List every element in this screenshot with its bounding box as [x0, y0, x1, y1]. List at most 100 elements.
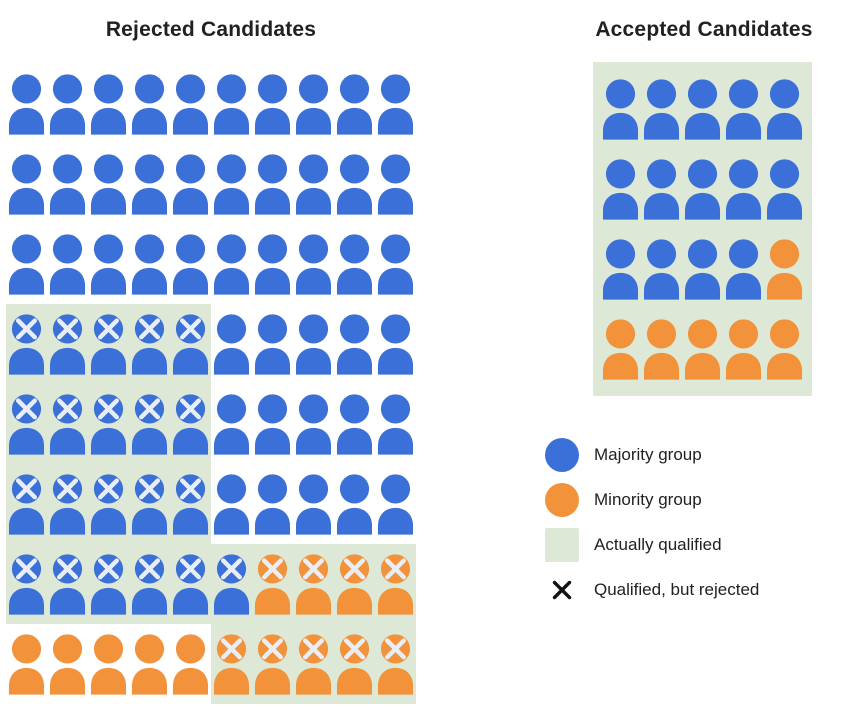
- person-majority-icon: [375, 64, 416, 144]
- person-majority-icon-rejected-x: [47, 464, 88, 544]
- person-majority-icon-rejected-x: [170, 384, 211, 464]
- person-minority-icon: [88, 624, 129, 704]
- x-mark-icon: [545, 573, 579, 607]
- person-minority-icon: [764, 229, 805, 309]
- person-majority-icon: [375, 304, 416, 384]
- rejected-title: Rejected Candidates: [105, 18, 317, 41]
- person-minority-icon: [682, 309, 723, 389]
- person-majority-icon: [211, 384, 252, 464]
- person-majority-icon: [293, 304, 334, 384]
- person-majority-icon: [88, 224, 129, 304]
- person-majority-icon: [334, 304, 375, 384]
- person-majority-icon: [723, 229, 764, 309]
- person-majority-icon-rejected-x: [6, 384, 47, 464]
- rejected-grid: [6, 64, 416, 704]
- legend-label-qualified-rejected: Qualified, but rejected: [594, 580, 760, 599]
- person-majority-icon: [682, 149, 723, 229]
- person-majority-icon-rejected-x: [129, 464, 170, 544]
- person-majority-icon: [252, 304, 293, 384]
- person-majority-icon-rejected-x: [47, 384, 88, 464]
- person-minority-icon-rejected-x: [334, 544, 375, 624]
- person-majority-icon: [170, 64, 211, 144]
- person-minority-icon: [170, 624, 211, 704]
- person-majority-icon: [293, 384, 334, 464]
- person-majority-icon: [334, 224, 375, 304]
- legend-label-majority: Majority group: [594, 445, 702, 464]
- legend: Majority group Minority group Actually q…: [545, 438, 759, 618]
- person-majority-icon: [252, 464, 293, 544]
- person-majority-icon: [252, 384, 293, 464]
- person-majority-icon: [641, 229, 682, 309]
- person-minority-icon-rejected-x: [252, 624, 293, 704]
- person-majority-icon: [252, 144, 293, 224]
- person-majority-icon: [252, 224, 293, 304]
- legend-item-majority: Majority group: [545, 438, 759, 472]
- person-majority-icon: [88, 64, 129, 144]
- accepted-title: Accepted Candidates: [595, 18, 813, 41]
- person-majority-icon-rejected-x: [47, 304, 88, 384]
- person-majority-icon: [375, 384, 416, 464]
- person-majority-icon: [682, 69, 723, 149]
- person-majority-icon: [600, 229, 641, 309]
- legend-item-qualified: Actually qualified: [545, 528, 759, 562]
- person-majority-icon: [211, 144, 252, 224]
- legend-item-qualified-rejected: Qualified, but rejected: [545, 573, 759, 607]
- person-majority-icon: [334, 144, 375, 224]
- person-majority-icon: [375, 464, 416, 544]
- person-majority-icon: [334, 384, 375, 464]
- person-majority-icon: [723, 69, 764, 149]
- person-majority-icon-rejected-x: [88, 464, 129, 544]
- person-minority-icon-rejected-x: [375, 624, 416, 704]
- person-majority-icon-rejected-x: [88, 304, 129, 384]
- person-majority-icon: [293, 144, 334, 224]
- person-minority-icon-rejected-x: [375, 544, 416, 624]
- legend-label-minority: Minority group: [594, 490, 702, 509]
- person-majority-icon-rejected-x: [170, 304, 211, 384]
- person-majority-icon-rejected-x: [129, 544, 170, 624]
- person-majority-icon: [129, 64, 170, 144]
- person-majority-icon: [764, 69, 805, 149]
- person-majority-icon: [211, 64, 252, 144]
- person-majority-icon: [129, 144, 170, 224]
- accepted-qualified-region: [593, 62, 812, 396]
- accepted-grid: [600, 69, 805, 389]
- person-majority-icon-rejected-x: [6, 464, 47, 544]
- legend-label-qualified: Actually qualified: [594, 535, 722, 554]
- person-minority-icon: [764, 309, 805, 389]
- person-minority-icon: [600, 309, 641, 389]
- person-majority-icon: [6, 224, 47, 304]
- legend-item-minority: Minority group: [545, 483, 759, 517]
- person-majority-icon: [170, 144, 211, 224]
- person-majority-icon: [88, 144, 129, 224]
- person-majority-icon: [641, 149, 682, 229]
- person-majority-icon-rejected-x: [6, 304, 47, 384]
- person-majority-icon: [293, 464, 334, 544]
- person-majority-icon: [211, 464, 252, 544]
- person-minority-icon: [6, 624, 47, 704]
- person-majority-icon: [129, 224, 170, 304]
- actually-qualified-swatch-icon: [545, 528, 579, 562]
- person-majority-icon: [375, 144, 416, 224]
- person-majority-icon-rejected-x: [170, 464, 211, 544]
- person-minority-icon: [641, 309, 682, 389]
- person-minority-icon-rejected-x: [293, 624, 334, 704]
- person-majority-icon: [6, 144, 47, 224]
- person-majority-icon: [211, 304, 252, 384]
- person-majority-icon: [252, 64, 293, 144]
- person-minority-icon: [47, 624, 88, 704]
- person-minority-icon-rejected-x: [211, 624, 252, 704]
- person-majority-icon-rejected-x: [211, 544, 252, 624]
- person-majority-icon: [47, 144, 88, 224]
- person-majority-icon-rejected-x: [47, 544, 88, 624]
- person-majority-icon-rejected-x: [129, 304, 170, 384]
- person-majority-icon: [170, 224, 211, 304]
- person-majority-icon: [641, 69, 682, 149]
- person-majority-icon: [600, 149, 641, 229]
- person-majority-icon-rejected-x: [88, 544, 129, 624]
- person-majority-icon: [764, 149, 805, 229]
- person-majority-icon: [47, 64, 88, 144]
- majority-group-swatch-icon: [545, 438, 579, 472]
- person-minority-icon-rejected-x: [334, 624, 375, 704]
- person-minority-icon: [129, 624, 170, 704]
